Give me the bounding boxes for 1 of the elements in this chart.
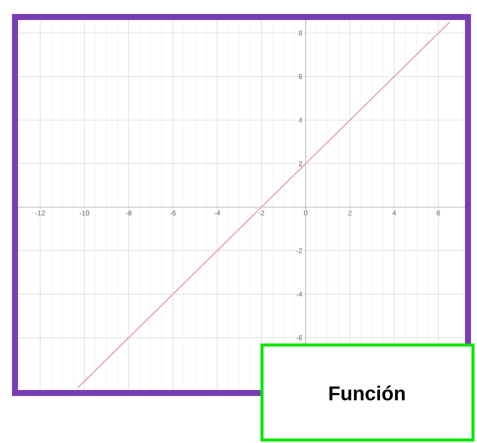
annotation: Función bbox=[329, 386, 405, 400]
